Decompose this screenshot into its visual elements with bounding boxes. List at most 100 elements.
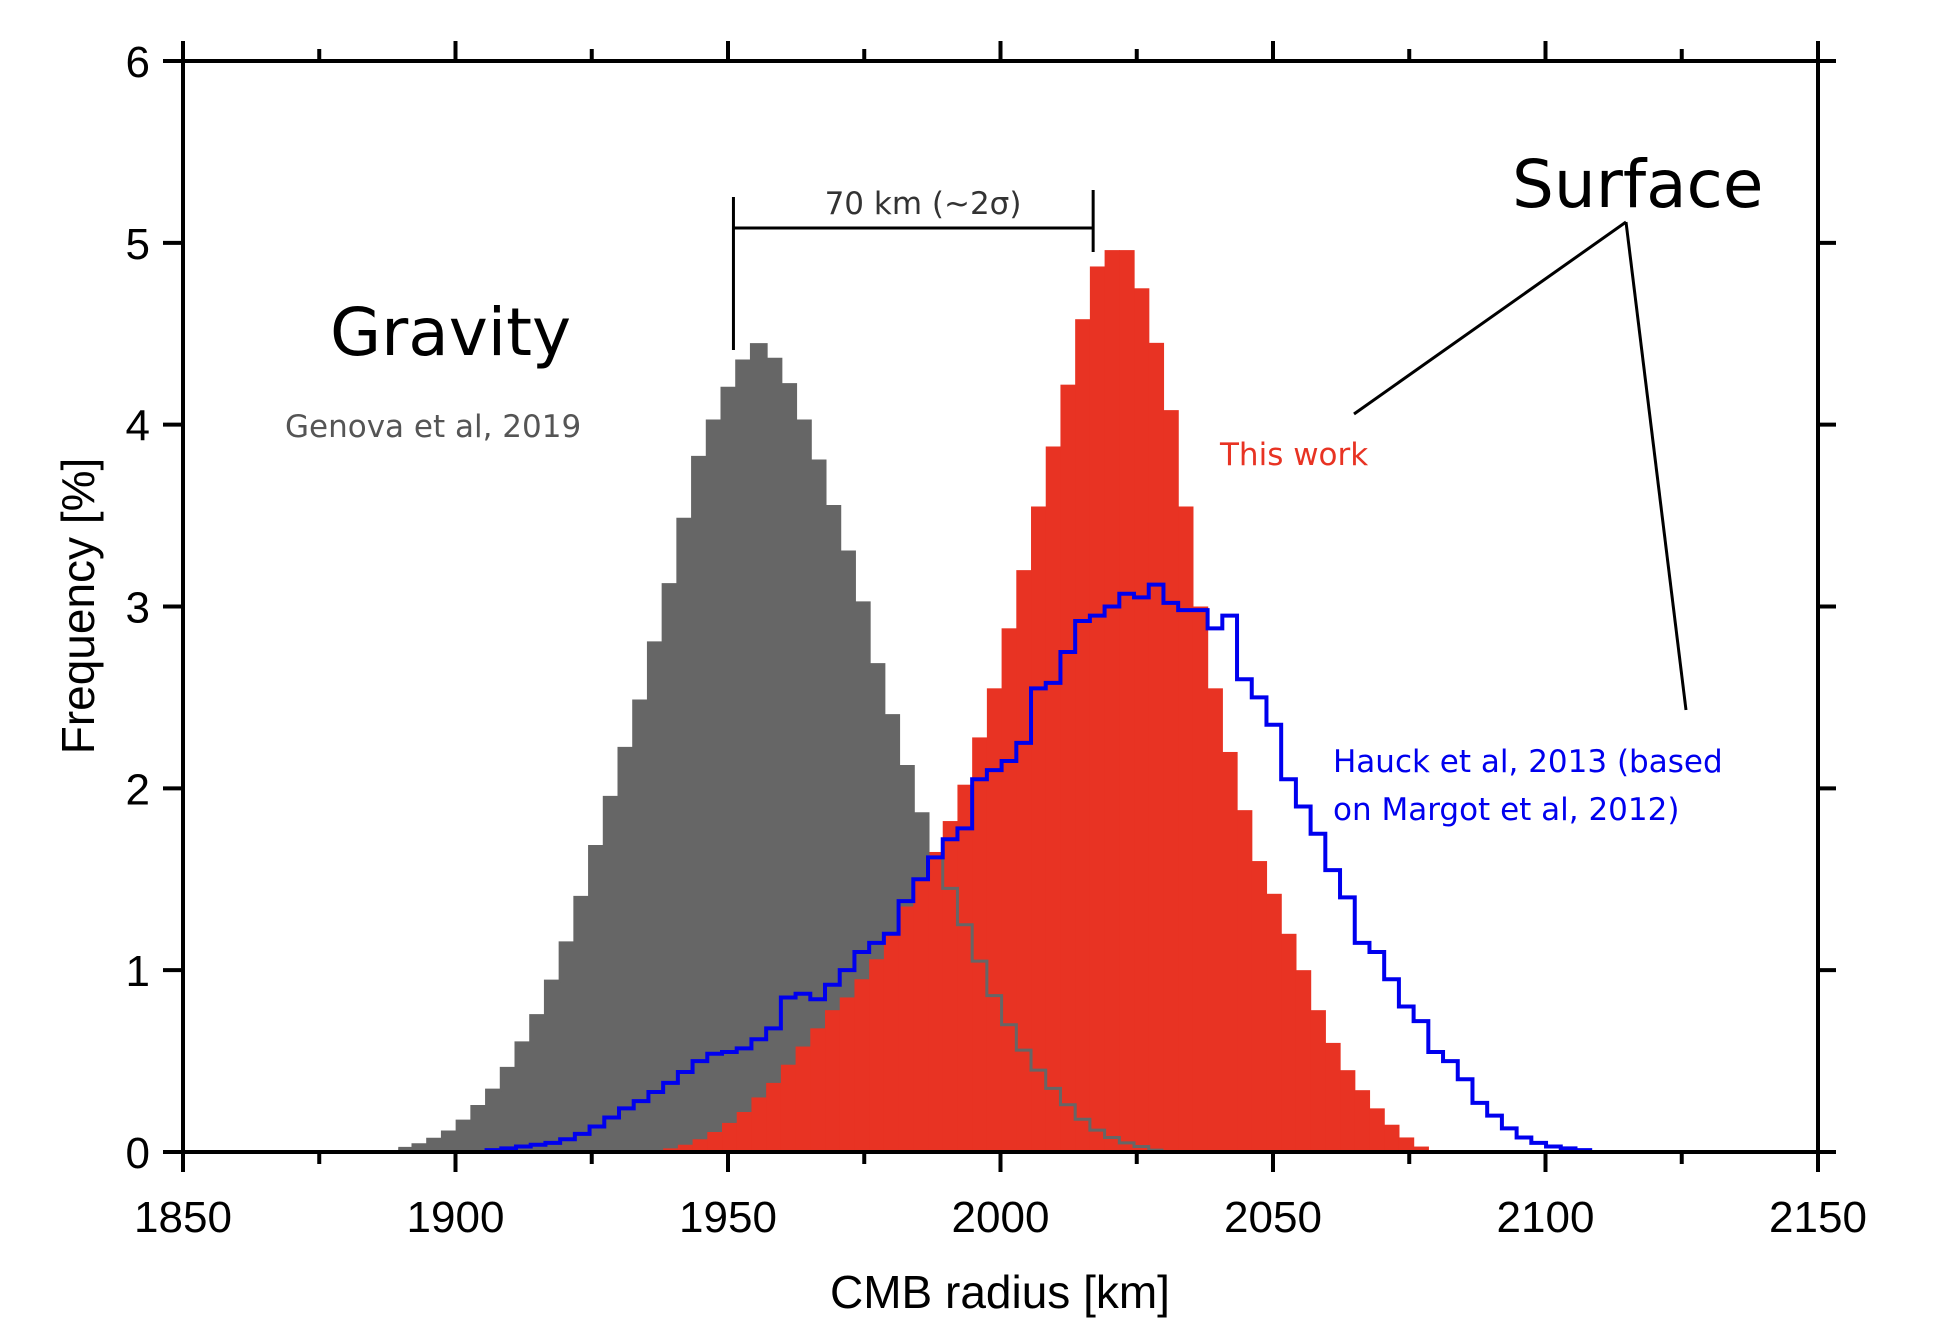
separation-label: 70 km (~2σ) [825, 186, 1022, 222]
gravity-bar [619, 748, 635, 1152]
surface-pointer-line-this-work [1353, 220, 1627, 416]
this-work-bar [1134, 288, 1150, 1153]
this-work-bar [795, 1046, 811, 1152]
x-tick-label: 2100 [1497, 1193, 1595, 1242]
this-work-bar [839, 997, 856, 1152]
surface-title: Surface [1512, 146, 1763, 223]
this-work-bar [1222, 751, 1238, 1152]
x-tick-label: 1850 [134, 1193, 232, 1242]
this-work-bar [1310, 1010, 1326, 1152]
this-work-bar [1001, 628, 1017, 1152]
gravity-bar [692, 457, 708, 1152]
this-work-bar [810, 1028, 826, 1152]
this-work-bar [707, 1131, 723, 1152]
gravity-bar [648, 642, 664, 1152]
this-work-bar [1192, 606, 1209, 1152]
gravity-bar [574, 897, 591, 1152]
x-tick-label: 2000 [952, 1193, 1050, 1242]
gravity-bar [663, 584, 679, 1152]
this-work-bar [854, 979, 870, 1152]
this-work-bar [1325, 1042, 1341, 1152]
series-hauck-step-line [183, 582, 1818, 1154]
hauck-label-line1: Hauck et al, 2013 (based [1333, 744, 1723, 780]
x-tick-label: 2050 [1224, 1193, 1322, 1242]
this-work-bar [1060, 384, 1076, 1152]
this-work-bar [780, 1064, 797, 1152]
this-work-bar [1384, 1124, 1400, 1152]
this-work-label: This work [1219, 437, 1368, 473]
x-axis-label: CMB radius [km] [830, 1266, 1170, 1318]
this-work-bar [1237, 810, 1253, 1152]
gravity-bar [722, 388, 738, 1152]
this-work-bar [898, 906, 914, 1152]
gravity-bar [545, 981, 561, 1152]
this-work-bar [1178, 506, 1194, 1152]
this-work-bar [1031, 506, 1047, 1152]
y-tick-label: 6 [126, 38, 150, 87]
this-work-bar [825, 1010, 841, 1152]
gravity-title: Gravity [330, 294, 571, 371]
gravity-bar [825, 506, 841, 1152]
gravity-bar [515, 1042, 532, 1152]
gravity-bar [530, 1015, 547, 1152]
this-work-bar [1089, 266, 1106, 1152]
this-work-bar [1413, 1146, 1429, 1152]
gravity-bar [412, 1144, 429, 1152]
this-work-bar [1148, 342, 1165, 1152]
this-work-bar [1398, 1137, 1415, 1152]
hauck-label-line2: on Margot et al, 2012) [1333, 792, 1679, 828]
this-work-bar [1207, 688, 1223, 1152]
x-tick-label: 1950 [679, 1193, 777, 1242]
gravity-bar [427, 1139, 444, 1152]
this-work-bar [972, 737, 988, 1152]
gravity-bar [604, 797, 620, 1152]
x-tick-labels: 1850 1900 1950 2000 2050 2100 2150 [134, 1193, 1867, 1242]
series-this-work-bars [648, 250, 1429, 1153]
this-work-bar [1075, 319, 1091, 1152]
gravity-bar [780, 384, 797, 1152]
this-work-bar [1354, 1090, 1371, 1152]
this-work-bar [751, 1097, 767, 1152]
this-work-bar [1281, 933, 1297, 1152]
gravity-bar [751, 344, 767, 1152]
this-work-bar [957, 784, 973, 1152]
separation-bracket [731, 190, 1095, 350]
this-work-bar [1045, 446, 1062, 1152]
this-work-bar [928, 851, 944, 1152]
y-tick-label: 3 [126, 584, 150, 633]
this-work-bar [766, 1082, 782, 1152]
this-work-bar [883, 933, 900, 1152]
gravity-bar [795, 421, 811, 1152]
series-gravity-outline [398, 343, 1164, 1152]
this-work-bar [1104, 250, 1120, 1152]
this-work-bar [1295, 970, 1312, 1152]
gravity-bar [810, 461, 826, 1152]
gravity-bar [560, 942, 576, 1152]
gravity-bar [486, 1090, 502, 1152]
this-work-bar [1163, 410, 1179, 1152]
gravity-bar [457, 1121, 473, 1152]
gravity-bar [736, 361, 753, 1152]
gravity-bar [471, 1106, 488, 1152]
this-work-bar [677, 1144, 694, 1152]
this-work-bar [1119, 250, 1135, 1152]
gravity-source-label: Genova et al, 2019 [285, 409, 581, 445]
this-work-bar [913, 879, 929, 1152]
y-tick-label: 4 [126, 402, 150, 451]
y-axis-label: Frequency [%] [52, 458, 104, 755]
gravity-bar [442, 1131, 458, 1152]
surface-pointer-line-hauck [1624, 221, 1688, 711]
this-work-bar [986, 688, 1003, 1152]
axis-ticks [163, 41, 1836, 1172]
this-work-bar [722, 1122, 738, 1152]
this-work-bar [1369, 1108, 1385, 1152]
this-work-bar [869, 959, 885, 1152]
this-work-bar [1251, 861, 1268, 1152]
x-tick-label: 2150 [1769, 1193, 1867, 1242]
gravity-bar [501, 1068, 517, 1152]
y-tick-label: 5 [126, 220, 150, 269]
gravity-bar [677, 519, 694, 1152]
y-tick-label: 0 [126, 1129, 150, 1178]
this-work-bar [1340, 1070, 1356, 1152]
